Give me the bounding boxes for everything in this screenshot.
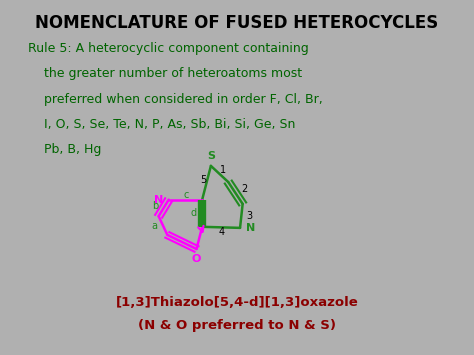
Text: 2: 2 xyxy=(241,185,247,195)
Text: NOMENCLATURE OF FUSED HETEROCYCLES: NOMENCLATURE OF FUSED HETEROCYCLES xyxy=(36,14,438,32)
Text: I, O, S, Se, Te, N, P, As, Sb, Bi, Si, Ge, Sn: I, O, S, Se, Te, N, P, As, Sb, Bi, Si, G… xyxy=(28,118,295,131)
Text: [1,3]Thiazolo[5,4-d][1,3]oxazole: [1,3]Thiazolo[5,4-d][1,3]oxazole xyxy=(116,296,358,309)
Text: (N & O preferred to N & S): (N & O preferred to N & S) xyxy=(138,319,336,332)
Text: 3: 3 xyxy=(246,211,252,221)
Text: 1: 1 xyxy=(220,165,226,175)
Text: N: N xyxy=(246,223,255,233)
Text: a: a xyxy=(151,220,157,231)
Text: c: c xyxy=(183,190,189,200)
Text: 4: 4 xyxy=(219,226,225,236)
Text: preferred when considered in order F, Cl, Br,: preferred when considered in order F, Cl… xyxy=(28,93,323,106)
Text: Pb, B, Hg: Pb, B, Hg xyxy=(28,143,101,156)
Text: 5: 5 xyxy=(200,175,206,185)
Text: d: d xyxy=(191,208,197,218)
Text: the greater number of heteroatoms most: the greater number of heteroatoms most xyxy=(28,67,302,80)
Text: N: N xyxy=(154,195,163,205)
Text: S: S xyxy=(207,151,215,161)
Text: O: O xyxy=(192,254,201,264)
Text: b: b xyxy=(152,201,158,211)
Text: Rule 5: A heterocyclic component containing: Rule 5: A heterocyclic component contain… xyxy=(28,42,309,55)
